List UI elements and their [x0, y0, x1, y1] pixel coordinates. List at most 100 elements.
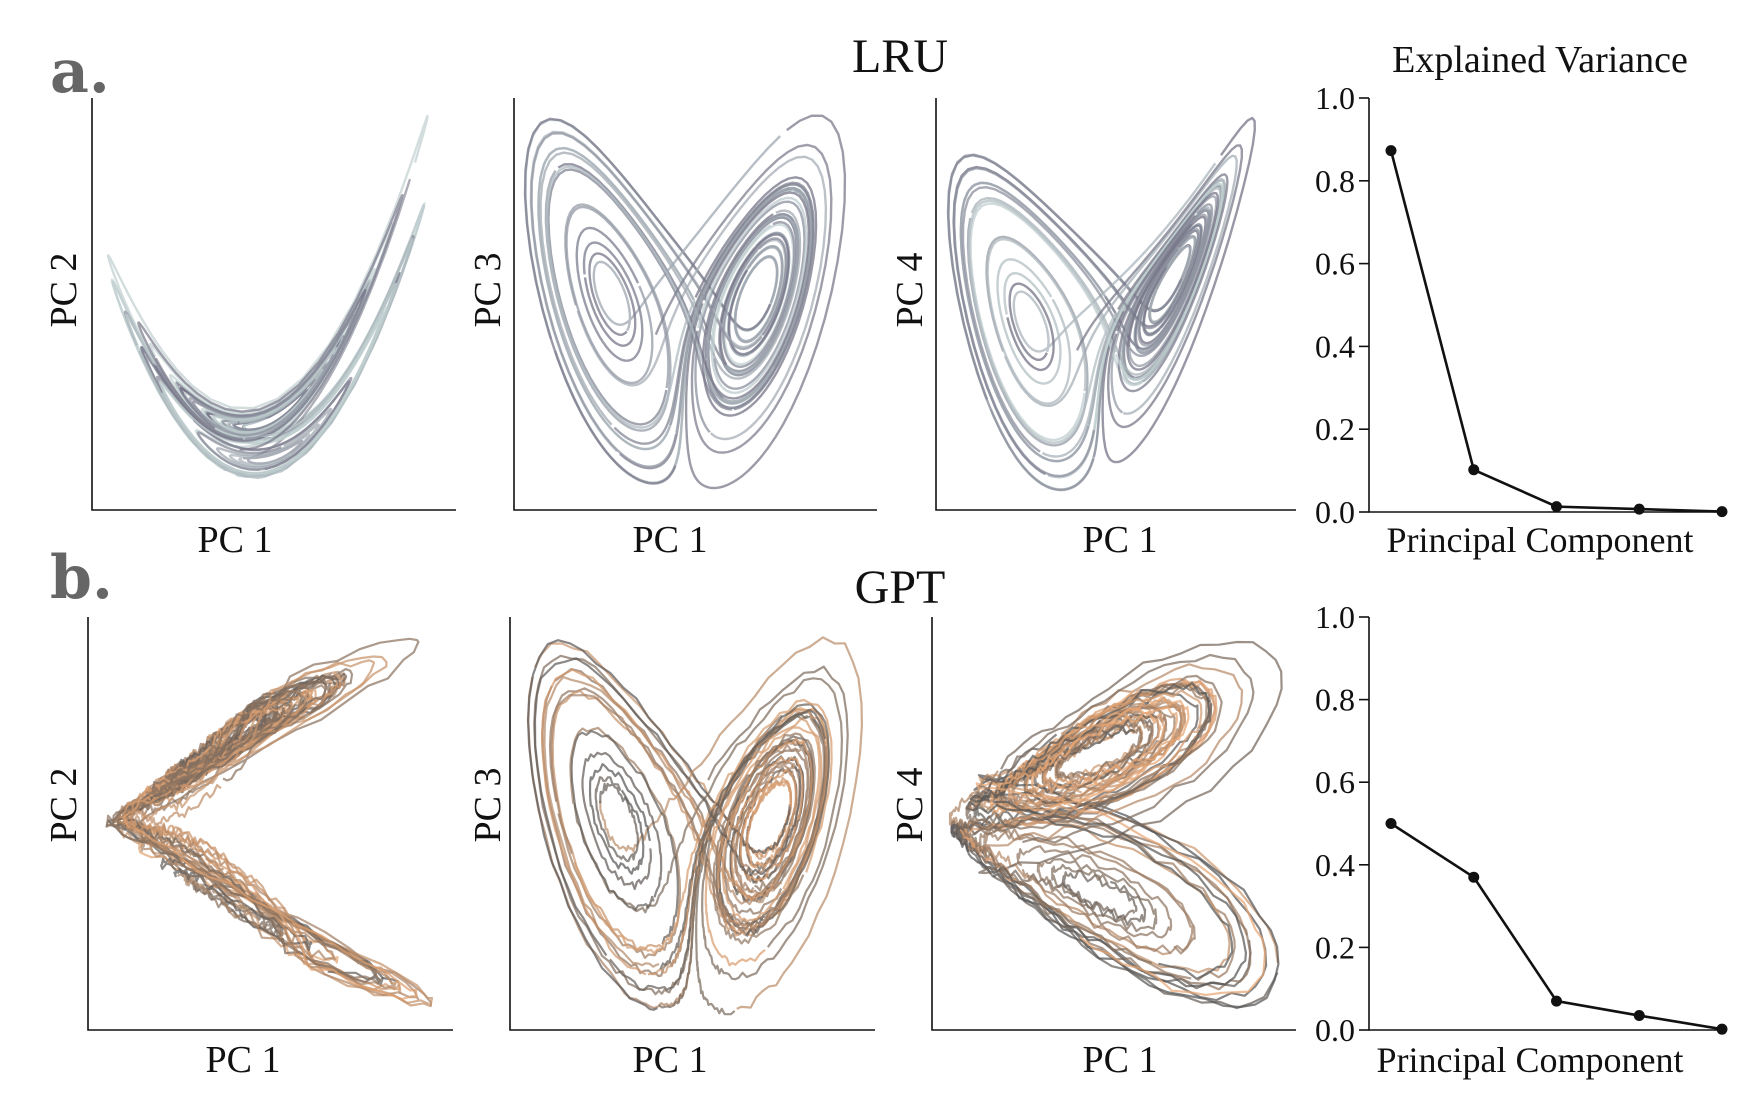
axes [935, 98, 1296, 511]
y-tick-label: 0.6 [1315, 764, 1355, 800]
trajectory-line [210, 346, 338, 434]
axes [1368, 617, 1724, 1031]
y-axis-label: PC 3 [467, 253, 509, 328]
trajectory-line [746, 768, 797, 869]
axes [931, 617, 1296, 1031]
trajectory-line [965, 681, 1234, 980]
trajectory-line [592, 135, 782, 332]
y-axis-label: PC 3 [467, 768, 509, 843]
variance-series [1385, 145, 1728, 518]
y-axis-label: PC 2 [43, 768, 85, 843]
trajectory-line [142, 679, 331, 800]
trajectory-line [722, 220, 796, 368]
axes [509, 617, 875, 1031]
trajectory-line [975, 712, 1267, 997]
trajectory-line [946, 153, 1182, 492]
trajectory-line [158, 311, 385, 475]
row-title-lru: LRU [852, 30, 948, 83]
trajectory-line [735, 756, 804, 882]
trajectory-line [523, 117, 772, 485]
trajectory-line [1075, 144, 1243, 429]
trajectory-line [137, 194, 404, 451]
variance-line [1389, 150, 1723, 513]
trajectory-line [545, 165, 704, 429]
trajectory-line [1061, 870, 1147, 926]
trajectory-line [530, 132, 763, 468]
lru-pc1-pc4-trajectories [946, 116, 1256, 492]
x-axis-label: Principal Component [1377, 1040, 1684, 1080]
lru-pc1-pc3-trajectories [523, 114, 847, 490]
trajectory-line [966, 217, 1089, 447]
trajectory-line [576, 155, 828, 441]
trajectory-line [609, 708, 827, 991]
trajectory-line [537, 146, 713, 451]
trajectory-line [694, 176, 818, 417]
y-tick-label: 1.0 [1315, 599, 1355, 635]
trajectory-line [719, 233, 790, 366]
y-tick-label: 0.4 [1315, 847, 1355, 883]
trajectory-line [675, 186, 813, 434]
y-ticks: 0.0 0.2 0.4 0.6 0.8 1.0 [1315, 599, 1369, 1048]
x-axis-label: PC 1 [1083, 519, 1158, 561]
variance-point [1633, 503, 1645, 515]
trajectory-line [960, 677, 1218, 868]
y-tick-label: 0.2 [1315, 411, 1355, 447]
trajectory-line [969, 719, 1247, 988]
trajectory-line [106, 114, 429, 442]
trajectory-line [1148, 236, 1196, 323]
trajectory-line [967, 663, 1244, 956]
trajectory-line [684, 114, 847, 490]
trajectory-line [1044, 858, 1158, 933]
chart-title: Explained Variance [1392, 39, 1688, 81]
trajectory-line [539, 151, 802, 426]
variance-series [1385, 818, 1728, 1035]
axes [513, 98, 877, 511]
x-axis-label: PC 1 [206, 1039, 281, 1081]
x-axis-label: Principal Component [1387, 520, 1694, 560]
trajectory-line [111, 667, 354, 948]
trajectory-line [594, 776, 639, 863]
trajectory-line [188, 307, 358, 441]
y-tick-label: 0.8 [1315, 163, 1355, 199]
panel-letter-a: a. [50, 37, 110, 107]
panel-letter-b: b. [50, 543, 113, 613]
variance-point [1385, 818, 1397, 829]
trajectory-line [986, 238, 1087, 405]
trajectory-line [955, 703, 1213, 930]
trajectory-line [169, 267, 376, 438]
y-tick-label: 0.0 [1315, 494, 1355, 530]
trajectory-line [704, 726, 821, 967]
trajectory-line [996, 258, 1062, 385]
trajectory-line [550, 694, 828, 932]
y-axis-label: PC 2 [43, 253, 85, 328]
y-tick-label: 0.8 [1315, 682, 1355, 718]
trajectory-line [1117, 173, 1229, 393]
trajectory-line [588, 763, 652, 875]
lru-pc1-pc2-panel: PC 1 PC 2 [43, 98, 456, 561]
trajectory-line [983, 830, 1194, 955]
y-ticks: 0.0 0.2 0.4 0.6 0.8 1.0 [1315, 80, 1369, 530]
lru-pc1-pc3-panel: PC 1 PC 3 [467, 98, 877, 561]
axes [1368, 98, 1720, 513]
variance-point [1468, 464, 1480, 476]
gpt-pc1-pc3-panel: PC 1 PC 3 [467, 617, 875, 1081]
trajectory-line [968, 199, 1118, 444]
gpt-pc1-pc4-panel: PC 1 PC 4 [889, 617, 1296, 1081]
y-tick-label: 0.2 [1315, 929, 1355, 965]
x-axis-label: PC 1 [198, 519, 273, 561]
trajectory-line [1093, 182, 1224, 429]
x-axis-label: PC 1 [1083, 1039, 1158, 1081]
lru-pc1-pc2-trajectories [106, 114, 429, 480]
y-axis-label: PC 4 [889, 768, 931, 843]
y-tick-label: 1.0 [1315, 80, 1355, 116]
trajectory-line [570, 729, 679, 945]
trajectory-line [1115, 191, 1220, 371]
variance-point [1716, 506, 1728, 518]
trajectory-line [965, 653, 1255, 844]
trajectory-line [1004, 689, 1203, 825]
trajectory-line [962, 674, 1223, 965]
variance-point [1468, 871, 1480, 883]
variance-point [1716, 1023, 1728, 1035]
trajectory-line [599, 636, 863, 1010]
